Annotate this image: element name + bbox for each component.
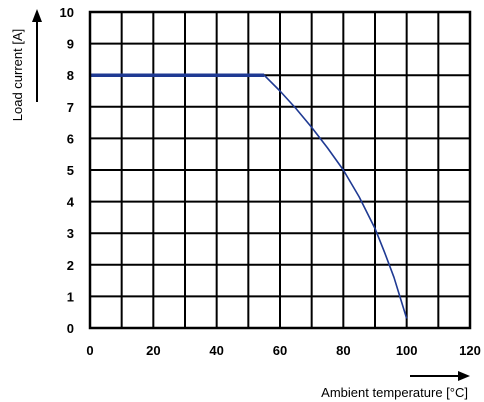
x-axis-arrow-head (458, 371, 470, 381)
x-tick-label: 60 (273, 343, 287, 358)
y-tick-label: 7 (67, 100, 74, 115)
chart-grid (89, 11, 471, 329)
plot-border (88, 10, 472, 330)
x-tick-label: 20 (146, 343, 160, 358)
y-tick-label: 0 (67, 321, 74, 336)
x-tick-labels: 0 20 40 60 80 100 120 (86, 343, 480, 358)
y-tick-label: 9 (67, 37, 74, 52)
y-tick-label: 2 (67, 258, 74, 273)
plot-frame (88, 10, 472, 330)
y-tick-label: 6 (67, 131, 74, 146)
y-tick-label: 10 (60, 5, 74, 20)
series-0-derating-curve (263, 74, 408, 319)
x-tick-label: 80 (336, 343, 350, 358)
y-tick-label: 8 (67, 68, 74, 83)
y-tick-label: 3 (67, 226, 74, 241)
y-tick-label: 4 (67, 195, 75, 210)
y-axis-arrow-head (32, 9, 42, 22)
y-axis-title: Load current [A] (10, 29, 25, 122)
x-tick-label: 120 (459, 343, 481, 358)
chart-series (90, 73, 408, 319)
x-tick-label: 0 (86, 343, 93, 358)
y-tick-label: 5 (67, 163, 74, 178)
x-tick-label: 100 (396, 343, 418, 358)
y-tick-labels: 0 1 2 3 4 5 6 7 8 9 10 (60, 5, 75, 336)
x-axis-title: Ambient temperature [°C] (321, 385, 468, 400)
y-tick-label: 1 (67, 289, 74, 304)
x-tick-label: 40 (209, 343, 223, 358)
